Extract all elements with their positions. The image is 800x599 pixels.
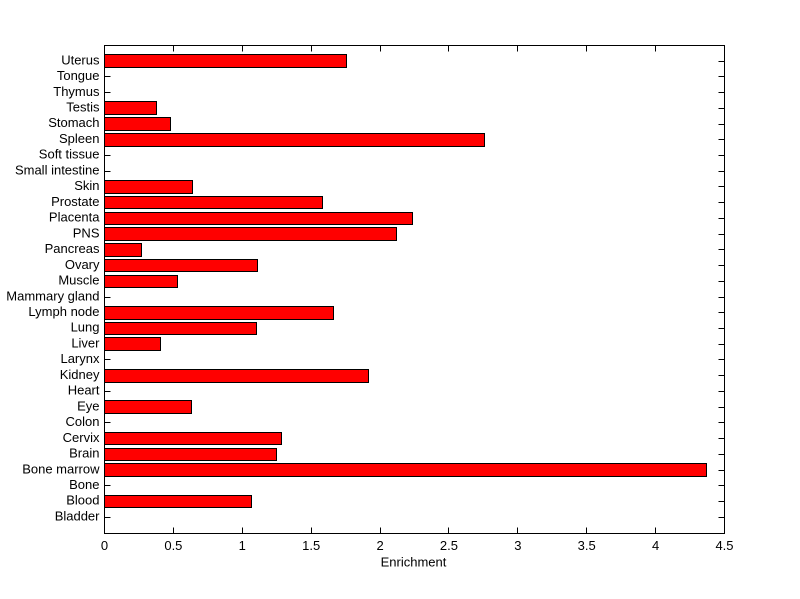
svg-text:Spleen: Spleen [59,131,99,146]
svg-text:1: 1 [239,538,246,553]
svg-text:0: 0 [101,538,108,553]
svg-text:Colon: Colon [66,414,100,429]
svg-text:Blood: Blood [66,493,99,508]
svg-text:Skin: Skin [74,178,99,193]
svg-text:Brain: Brain [69,446,99,461]
svg-text:Thymus: Thymus [53,84,100,99]
svg-text:Cervix: Cervix [63,430,100,445]
svg-text:Kidney: Kidney [60,367,100,382]
svg-text:Bladder: Bladder [55,508,100,523]
svg-text:Lung: Lung [71,320,100,335]
svg-text:Lymph node: Lymph node [28,304,99,319]
svg-text:Uterus: Uterus [61,52,100,67]
svg-text:Heart: Heart [68,383,100,398]
svg-text:PNS: PNS [73,225,100,240]
svg-text:Pancreas: Pancreas [45,241,100,256]
svg-text:Mammary gland: Mammary gland [6,288,99,303]
svg-text:Soft tissue: Soft tissue [39,147,100,162]
svg-text:0.5: 0.5 [164,538,182,553]
svg-text:Liver: Liver [71,335,100,350]
svg-text:3.5: 3.5 [578,538,596,553]
svg-text:3: 3 [514,538,521,553]
svg-text:Ovary: Ovary [65,257,100,272]
svg-text:Testis: Testis [66,99,100,114]
svg-text:4.5: 4.5 [715,538,733,553]
svg-text:4: 4 [652,538,659,553]
svg-text:Larynx: Larynx [60,351,100,366]
svg-text:Tongue: Tongue [57,68,100,83]
svg-text:Muscle: Muscle [58,273,99,288]
svg-text:2.5: 2.5 [440,538,458,553]
svg-text:Enrichment: Enrichment [381,554,447,569]
svg-text:2: 2 [376,538,383,553]
svg-text:Small intestine: Small intestine [15,162,100,177]
svg-text:1.5: 1.5 [302,538,320,553]
svg-text:Bone: Bone [69,477,99,492]
svg-text:Placenta: Placenta [49,210,100,225]
svg-text:Prostate: Prostate [51,194,99,209]
svg-text:Stomach: Stomach [48,115,99,130]
svg-text:Eye: Eye [77,398,99,413]
svg-text:Bone marrow: Bone marrow [22,461,100,476]
